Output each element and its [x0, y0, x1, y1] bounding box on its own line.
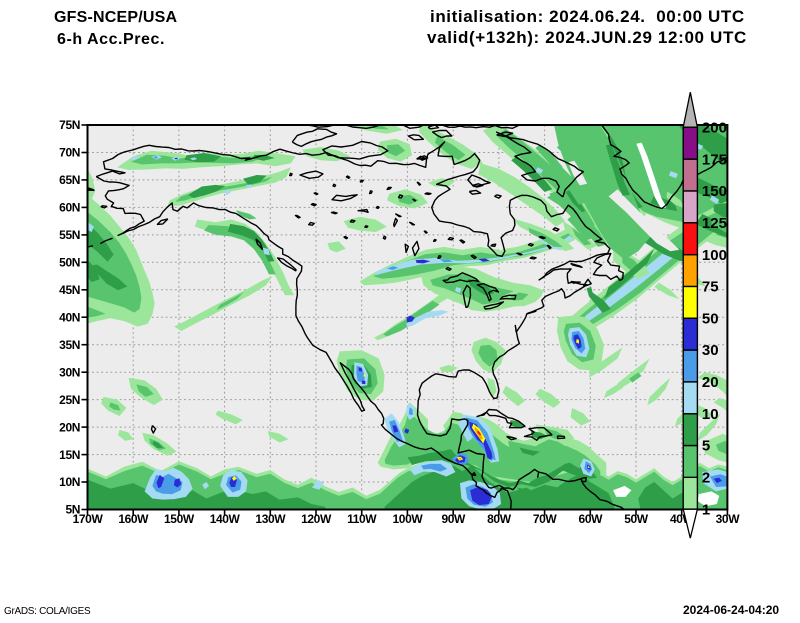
- svg-text:120W: 120W: [301, 512, 332, 526]
- svg-text:60W: 60W: [579, 512, 604, 526]
- svg-text:50N: 50N: [59, 256, 80, 270]
- svg-text:30W: 30W: [716, 512, 741, 526]
- svg-text:150: 150: [702, 183, 727, 200]
- svg-text:5N: 5N: [65, 503, 80, 517]
- svg-text:70N: 70N: [59, 146, 80, 160]
- svg-text:200: 200: [702, 120, 727, 137]
- svg-text:80W: 80W: [487, 512, 512, 526]
- svg-text:75: 75: [702, 279, 719, 296]
- svg-text:75N: 75N: [59, 118, 80, 132]
- svg-text:125: 125: [702, 215, 727, 232]
- svg-text:2024-06-24-04:20: 2024-06-24-04:20: [683, 603, 779, 617]
- svg-text:30N: 30N: [59, 365, 80, 379]
- svg-text:initialisation: 2024.06.24. 0: initialisation: 2024.06.24. 00:00 UTC: [430, 7, 745, 26]
- svg-text:20: 20: [702, 374, 719, 391]
- svg-text:140W: 140W: [210, 512, 241, 526]
- svg-text:GFS-NCEP/USA: GFS-NCEP/USA: [54, 9, 178, 26]
- svg-text:50W: 50W: [624, 512, 649, 526]
- svg-text:60N: 60N: [59, 201, 80, 215]
- svg-text:160W: 160W: [118, 512, 149, 526]
- svg-text:150W: 150W: [164, 512, 195, 526]
- svg-text:130W: 130W: [255, 512, 286, 526]
- svg-text:45N: 45N: [59, 283, 80, 297]
- svg-text:100W: 100W: [393, 512, 424, 526]
- svg-text:70W: 70W: [533, 512, 558, 526]
- svg-text:175: 175: [702, 151, 727, 168]
- svg-text:10: 10: [702, 406, 719, 423]
- svg-text:40N: 40N: [59, 310, 80, 324]
- svg-text:10N: 10N: [59, 475, 80, 489]
- svg-text:170W: 170W: [73, 512, 104, 526]
- svg-text:90W: 90W: [441, 512, 466, 526]
- svg-text:2: 2: [702, 470, 710, 487]
- svg-text:30: 30: [702, 342, 719, 359]
- svg-text:55N: 55N: [59, 228, 80, 242]
- svg-text:15N: 15N: [59, 448, 80, 462]
- svg-text:1: 1: [702, 501, 710, 518]
- svg-text:5: 5: [702, 438, 710, 455]
- svg-text:GrADS: COLA/IGES: GrADS: COLA/IGES: [4, 606, 91, 617]
- svg-text:50: 50: [702, 310, 719, 327]
- svg-text:valid(+132h): 2024.JUN.29 12:0: valid(+132h): 2024.JUN.29 12:00 UTC: [427, 28, 747, 47]
- svg-text:100: 100: [702, 247, 727, 264]
- svg-text:65N: 65N: [59, 173, 80, 187]
- svg-text:25N: 25N: [59, 393, 80, 407]
- svg-text:35N: 35N: [59, 338, 80, 352]
- svg-text:20N: 20N: [59, 420, 80, 434]
- svg-text:110W: 110W: [347, 512, 377, 526]
- svg-text:6-h Acc.Prec.: 6-h Acc.Prec.: [57, 31, 165, 48]
